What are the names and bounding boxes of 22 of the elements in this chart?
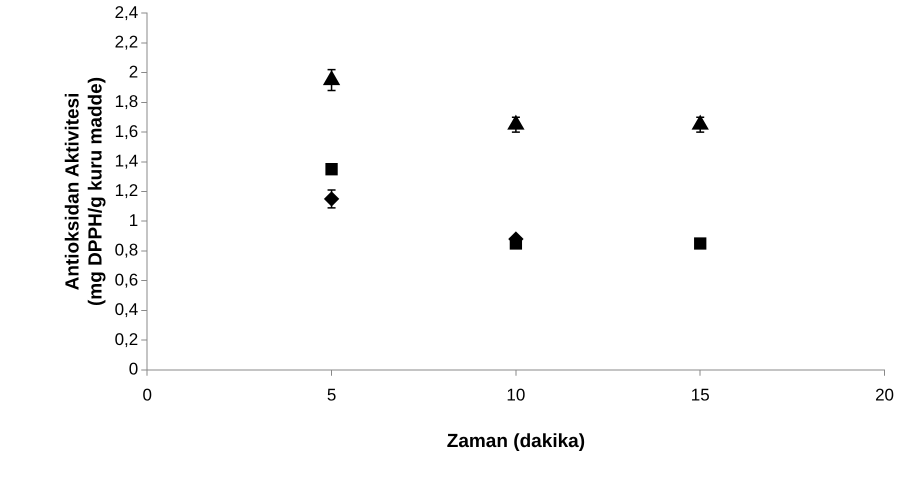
y-tick-label: 0 xyxy=(128,359,138,378)
y-tick-label: 1 xyxy=(128,210,138,230)
y-tick-label: 1,4 xyxy=(114,151,138,170)
y-tick-label: 0,2 xyxy=(114,330,138,349)
x-tick-label: 5 xyxy=(326,386,336,405)
y-tick-label: 2,2 xyxy=(114,32,138,52)
x-tick-label: 0 xyxy=(142,386,152,405)
y-tick-label: 2,4 xyxy=(114,2,138,22)
y-tick-label: 1,2 xyxy=(114,181,138,200)
point xyxy=(325,163,338,176)
y-tick-label: 2 xyxy=(128,62,138,82)
y-tick-label: 1,8 xyxy=(114,92,138,112)
y-tick-label: 0,4 xyxy=(114,300,138,320)
x-tick-label: 10 xyxy=(506,386,526,405)
x-axis-title: Zaman (dakika) xyxy=(446,430,586,452)
y-tick-label: 1,6 xyxy=(114,122,138,141)
x-tick-label: 15 xyxy=(690,386,710,405)
y-axis-title: Antioksidan Aktivitesi (mg DPPH/g kuru madde) xyxy=(62,76,106,306)
x-tick-label: 20 xyxy=(875,386,894,405)
y-tick-label: 0,8 xyxy=(114,240,138,260)
point xyxy=(694,237,706,250)
y-tick-label: 0,6 xyxy=(114,270,138,290)
